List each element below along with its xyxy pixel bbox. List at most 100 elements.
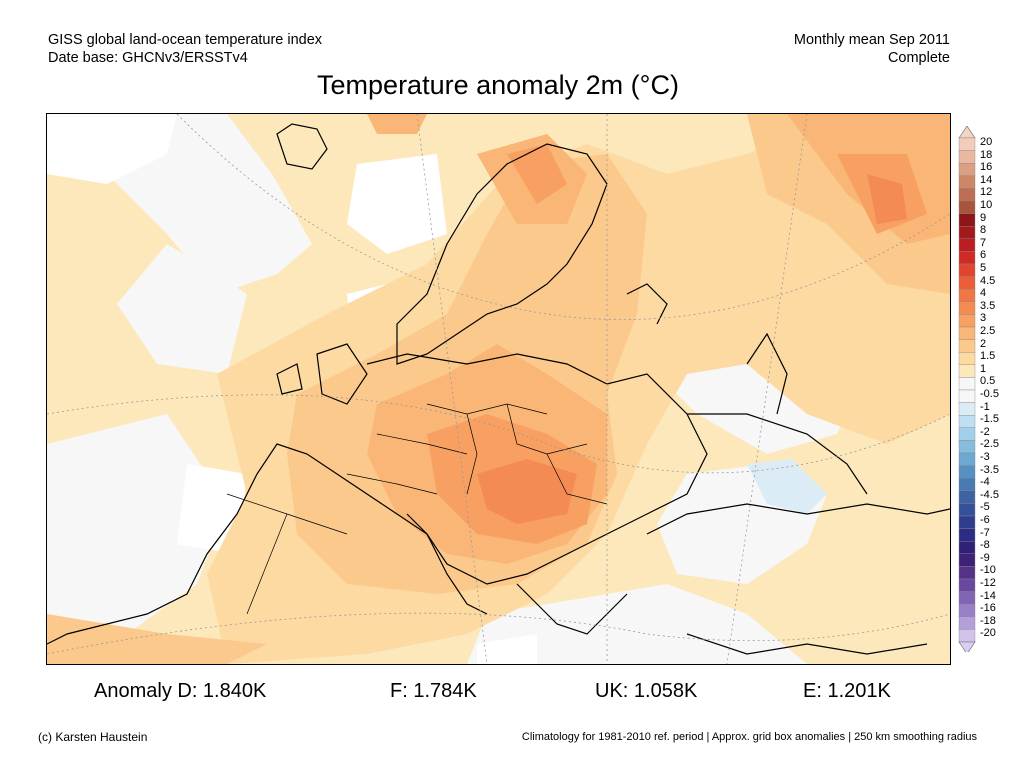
legend-swatch [958, 188, 976, 202]
legend-label: 6 [980, 249, 987, 262]
legend-label: 3.5 [980, 299, 996, 312]
legend-label: 5 [980, 262, 987, 274]
legend-label: 3 [980, 312, 987, 325]
legend-label: -16 [980, 602, 996, 615]
legend-swatch [958, 339, 976, 353]
legend-label: -7 [980, 526, 990, 539]
completeness-label: Complete [887, 50, 950, 66]
legend-swatch [958, 377, 976, 391]
anomaly-spain: E: 1.201K [803, 680, 891, 702]
legend-swatch [958, 478, 976, 492]
legend-swatch [958, 402, 976, 416]
legend-label: 10 [980, 199, 993, 211]
legend-label: -10 [980, 564, 996, 577]
legend-swatch [958, 326, 976, 340]
dataset-title: GISS global land-ocean temperature index [48, 32, 323, 48]
anomaly-germany: Anomaly D: 1.840K [94, 680, 267, 702]
legend-label: -1.5 [980, 413, 999, 426]
legend-label: 16 [980, 161, 993, 174]
legend-swatch [958, 200, 976, 214]
coastlines [47, 123, 950, 655]
legend-swatch [958, 503, 976, 517]
legend-swatch [958, 566, 976, 580]
legend-swatch [958, 541, 976, 555]
legend-label: -14 [980, 589, 996, 602]
legend-swatch [958, 150, 976, 164]
dataset-base: Date base: GHCNv3/ERSSTv4 [48, 50, 248, 66]
legend-label: -4 [980, 476, 990, 489]
legend-label: 9 [980, 211, 987, 224]
legend-label: 7 [980, 236, 987, 249]
legend-arrow-bottom [958, 641, 976, 652]
legend-swatch [958, 553, 976, 567]
anomaly-map [46, 113, 951, 665]
legend-swatch [958, 137, 976, 151]
legend-swatch [958, 578, 976, 592]
legend-label: 4 [980, 287, 987, 300]
legend-swatch [958, 263, 976, 277]
legend-swatch [958, 604, 976, 618]
legend-label: -2 [980, 425, 990, 438]
legend-label: -1 [980, 400, 990, 413]
slightly-cool-region [747, 459, 827, 514]
copyright: (c) Karsten Haustein [38, 730, 148, 744]
legend-swatch [958, 389, 976, 403]
legend-label: -9 [980, 551, 990, 564]
header-left: GISS global land-ocean temperature index… [48, 31, 322, 67]
map-title: Temperature anomaly 2m (°C) [317, 70, 679, 100]
header-right: Monthly mean Sep 2011 Complete [794, 31, 950, 67]
legend-label: -3 [980, 451, 990, 463]
legend-swatch [958, 163, 976, 177]
legend-swatch [958, 465, 976, 479]
color-legend: 20 18 16 14 12 10 9 8 7 6 5 4.5 4 3.5 3 2.5 2 1.5 1 0.5 -0.5… [956, 126, 1016, 652]
legend-label: -20 [980, 627, 996, 640]
legend-swatch [958, 225, 976, 239]
legend-label: 2 [980, 337, 987, 350]
legend-label: 0.5 [980, 375, 996, 388]
legend-swatch [958, 251, 976, 265]
legend-label: 2.5 [980, 325, 996, 337]
legend-label: -12 [980, 577, 996, 589]
country-borders [226, 403, 608, 615]
legend-swatch [958, 515, 976, 529]
legend-swatch [958, 528, 976, 542]
legend-label: -4.5 [980, 488, 999, 501]
regional-anomalies: Anomaly D: 1.840K F: 1.784K UK: 1.058K E… [0, 680, 1024, 706]
methodology-note: Climatology for 1981-2010 ref. period | … [521, 731, 977, 743]
legend-swatch [958, 415, 976, 429]
legend-label: 1.5 [980, 350, 996, 363]
legend-label: 14 [980, 173, 993, 186]
anomaly-3p5 [477, 174, 907, 524]
legend-label: 4.5 [980, 274, 996, 287]
legend-swatch [958, 301, 976, 315]
legend-swatch [958, 440, 976, 454]
legend-label: 1 [980, 362, 987, 375]
legend-label: -3.5 [980, 463, 999, 476]
period-label: Monthly mean Sep 2011 [793, 32, 950, 48]
legend-swatch [958, 175, 976, 189]
legend-label: -6 [980, 514, 990, 526]
legend-label: -18 [980, 614, 996, 627]
legend-swatch [958, 629, 976, 643]
legend-swatch [958, 213, 976, 227]
legend-label: -8 [980, 539, 990, 552]
legend-colorbar [958, 126, 976, 652]
anomaly-uk: UK: 1.058K [595, 680, 698, 702]
legend-swatch [958, 452, 976, 466]
legend-label: 8 [980, 224, 987, 237]
legend-label: -0.5 [980, 388, 999, 400]
legend-swatch [958, 364, 976, 378]
anomaly-france: F: 1.784K [390, 680, 477, 702]
legend-swatch [958, 490, 976, 504]
legend-label: -5 [980, 501, 990, 514]
legend-swatch [958, 288, 976, 302]
legend-label: 18 [980, 148, 993, 161]
map-canvas [47, 114, 950, 664]
legend-swatch [958, 591, 976, 605]
legend-swatch [958, 314, 976, 328]
legend-swatch [958, 238, 976, 252]
legend-arrow-top [958, 126, 976, 139]
legend-label: -2.5 [980, 438, 999, 451]
legend-label: 12 [980, 186, 993, 199]
graticule [47, 114, 950, 664]
